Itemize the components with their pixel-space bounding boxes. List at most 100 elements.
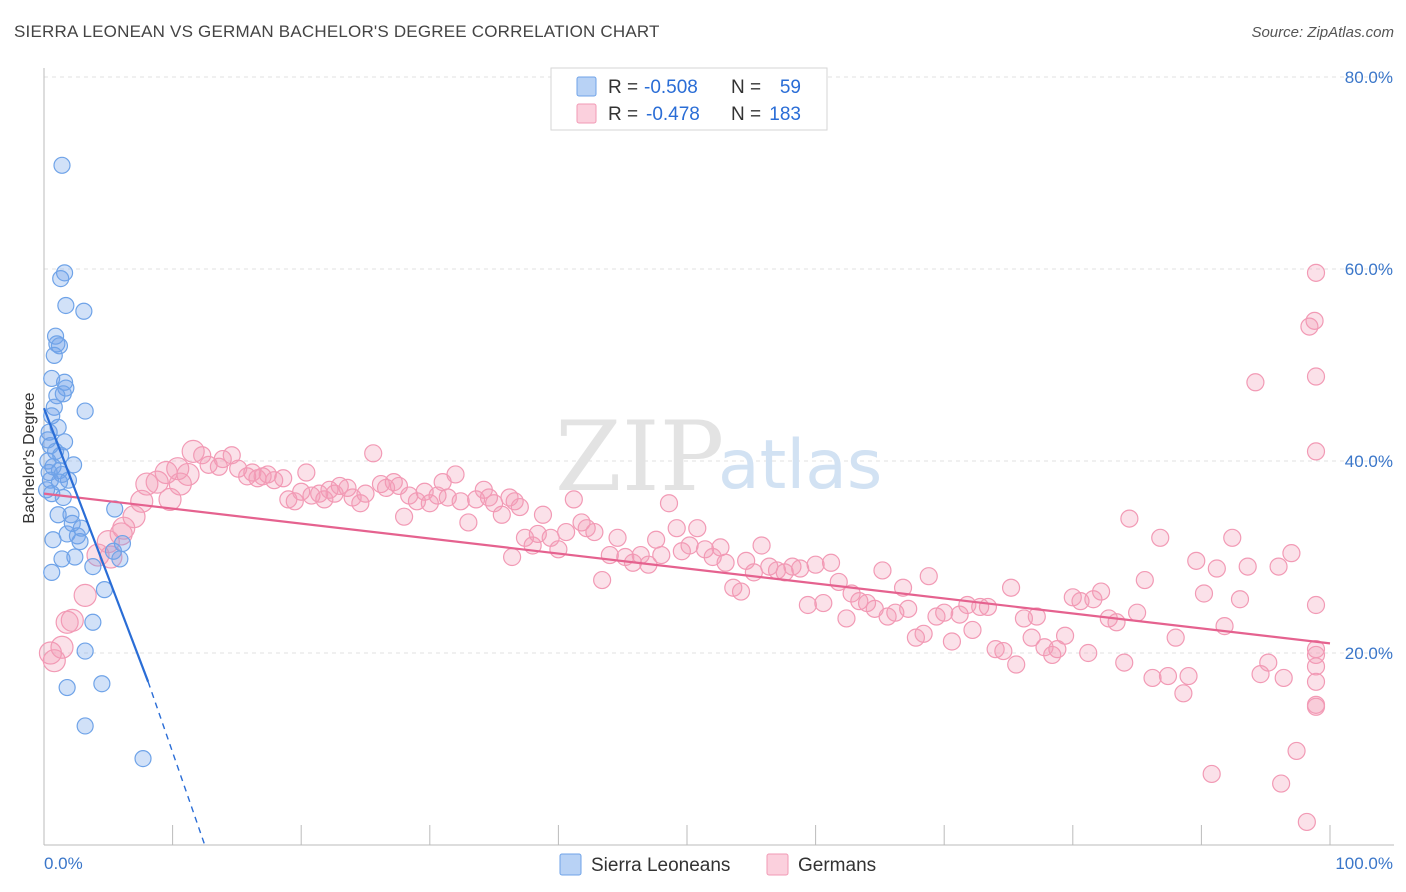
- german-point: [1306, 367, 1326, 386]
- german-point: [667, 519, 686, 538]
- german-point: [1174, 684, 1193, 703]
- x-tick-label: 100.0%: [1335, 854, 1393, 873]
- german-point: [564, 490, 583, 509]
- german-point: [1179, 666, 1198, 686]
- sierra-trend-extension: [147, 681, 206, 846]
- german-point: [1143, 668, 1162, 688]
- sierra-point: [75, 302, 93, 320]
- german-point: [659, 494, 679, 513]
- german-point: [711, 538, 730, 557]
- sierra-point: [45, 346, 63, 364]
- german-point: [1022, 628, 1041, 647]
- german-point: [652, 545, 671, 565]
- sierra-point: [76, 717, 94, 735]
- german-point: [935, 603, 954, 622]
- german-point: [338, 478, 357, 497]
- sierra-point: [134, 749, 152, 768]
- german-point: [168, 472, 192, 496]
- german-point: [688, 519, 707, 538]
- german-point: [274, 469, 293, 488]
- sierra-point: [76, 642, 94, 660]
- german-point: [1007, 655, 1026, 674]
- german-point: [1084, 590, 1103, 609]
- sierra-points: [37, 156, 152, 768]
- german-point: [510, 497, 529, 517]
- german-point: [1269, 557, 1288, 576]
- german-point: [1306, 595, 1326, 615]
- german-point: [292, 482, 311, 501]
- sierra-point: [53, 156, 71, 174]
- german-point: [181, 439, 205, 463]
- german-point: [1207, 559, 1226, 578]
- german-point: [950, 605, 969, 624]
- german-point: [1306, 645, 1326, 665]
- german-point: [285, 492, 304, 511]
- chart-title: SIERRA LEONEAN VS GERMAN BACHELOR'S DEGR…: [14, 22, 660, 41]
- y-axis-label: Bachelor's Degree: [21, 392, 38, 523]
- german-point: [914, 624, 933, 643]
- sierra-point: [50, 337, 69, 355]
- legend-swatch-sierra: [576, 76, 597, 97]
- german-point: [744, 563, 763, 582]
- german-point: [1306, 697, 1326, 716]
- german-point: [1282, 544, 1301, 563]
- german-point: [1027, 607, 1046, 626]
- german-point: [130, 489, 154, 513]
- chart-source: Source: ZipAtlas.com: [1251, 24, 1394, 41]
- axes: [43, 68, 1394, 846]
- german-point: [1306, 442, 1326, 461]
- german-point: [1115, 653, 1134, 672]
- german-point: [731, 582, 751, 601]
- legend-bottom: Sierra Leoneans Germans: [559, 853, 876, 876]
- german-point: [978, 597, 998, 617]
- german-point: [243, 463, 262, 482]
- sierra-point: [111, 550, 129, 568]
- german-point: [1135, 570, 1154, 590]
- sierra-point: [71, 533, 89, 551]
- sierra-point: [84, 613, 102, 631]
- german-point: [394, 507, 414, 526]
- legend-r-value-sierra: -0.508: [644, 77, 698, 98]
- german-point: [1306, 672, 1326, 691]
- german-point: [1274, 668, 1293, 688]
- sierra-point: [43, 369, 61, 388]
- legend-n-label-german: N =: [731, 104, 761, 125]
- german-point: [479, 488, 499, 507]
- sierra-point: [53, 550, 71, 568]
- german-point: [1230, 590, 1250, 609]
- german-point: [1120, 509, 1139, 528]
- german-point: [963, 620, 982, 640]
- german-point: [572, 513, 591, 532]
- legend-bottom-swatch-sierra: [559, 853, 582, 876]
- legend-n-label-sierra: N =: [731, 77, 761, 98]
- sierra-point: [63, 514, 81, 533]
- german-point: [1259, 653, 1278, 672]
- watermark: ZIP atlas: [555, 401, 882, 513]
- sierra-point: [58, 678, 76, 697]
- german-point: [1079, 643, 1098, 663]
- legend-top: R = -0.508 N = 59 R = -0.478 N = 183: [550, 67, 828, 131]
- german-point: [899, 599, 918, 618]
- german-point: [364, 444, 383, 463]
- sierra-trend-line: [42, 407, 150, 683]
- german-point: [42, 649, 66, 673]
- german-point: [1091, 582, 1111, 601]
- x-tick-labels: 0.0% 100.0%: [44, 854, 1393, 873]
- german-point: [942, 632, 962, 651]
- german-point: [1001, 578, 1021, 597]
- german-point: [1048, 640, 1067, 659]
- german-point: [1306, 263, 1326, 282]
- german-point: [716, 553, 735, 572]
- german-point: [791, 559, 810, 578]
- y-tick-label: 80.0%: [1345, 68, 1393, 87]
- legend-n-value-german: 183: [769, 104, 801, 125]
- german-point: [315, 490, 334, 509]
- german-point: [1300, 317, 1319, 336]
- german-point: [1166, 628, 1185, 647]
- german-point: [533, 505, 553, 524]
- german-point: [446, 465, 465, 484]
- german-point: [873, 561, 892, 580]
- german-point: [752, 536, 771, 555]
- german-point: [1287, 741, 1306, 761]
- german-point: [1246, 373, 1265, 392]
